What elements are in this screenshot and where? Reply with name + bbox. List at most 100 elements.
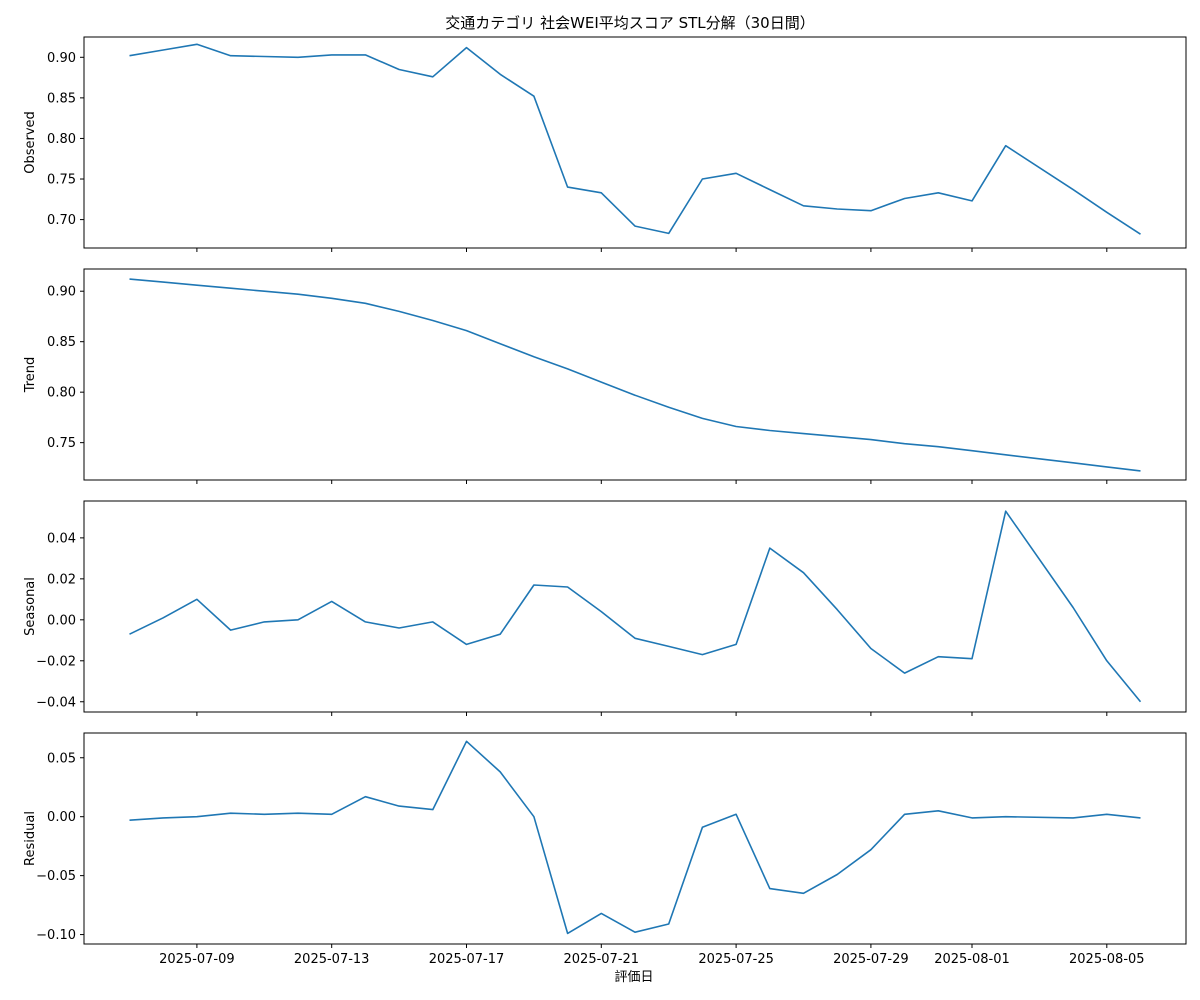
trend-point (128, 278, 131, 281)
x-tick-label: 2025-07-21 (564, 952, 640, 967)
trend-point (971, 449, 974, 452)
x-tick-label: 2025-07-29 (833, 952, 909, 967)
trend-point (465, 329, 468, 332)
seasonal-point (1105, 659, 1108, 662)
trend-point (1072, 461, 1075, 464)
seasonal-point (634, 637, 637, 640)
observed-point (600, 191, 603, 194)
seasonal-point (735, 643, 738, 646)
observed-point (836, 208, 839, 211)
residual-plot-frame (83, 732, 1187, 945)
seasonal-point (533, 584, 536, 587)
observed-point (937, 191, 940, 194)
trend-point (634, 394, 637, 397)
observed-point (499, 73, 502, 76)
trend-point (667, 406, 670, 409)
seasonal-point (937, 655, 940, 658)
residual-y-tick-label: 0.05 (47, 751, 76, 766)
seasonal-panel: −0.04 −0.02 0.00 0.02 0.04 Seasonal (23, 500, 1187, 716)
trend-point (297, 293, 300, 296)
seasonal-point (229, 629, 232, 632)
residual-panel: −0.10 −0.05 0.00 0.05 Residual 2025-07-09 2025… (23, 732, 1187, 967)
seasonal-point (870, 647, 873, 650)
seasonal-point (903, 672, 906, 675)
observed-point (128, 54, 131, 57)
seasonal-point (971, 657, 974, 660)
trend-y-tick-label: 0.80 (47, 386, 76, 401)
observed-point (802, 204, 805, 207)
seasonal-point (162, 616, 165, 619)
trend-point (263, 290, 266, 293)
observed-point (229, 54, 232, 57)
residual-point (1139, 817, 1142, 820)
residual-point (768, 887, 771, 890)
residual-point (667, 923, 670, 926)
trend-series-line (129, 278, 1141, 472)
observed-panel: 0.70 0.75 0.80 0.85 0.90 Observed (23, 36, 1187, 252)
residual-point (398, 805, 401, 808)
residual-point (431, 808, 434, 811)
observed-point (768, 188, 771, 191)
seasonal-y-tick-label: 0.02 (47, 572, 76, 587)
trend-point (600, 381, 603, 384)
trend-point (1139, 470, 1142, 473)
seasonal-point (1139, 700, 1142, 703)
residual-y-tick-label: −0.05 (36, 869, 76, 884)
trend-point (1004, 453, 1007, 456)
seasonal-point (1004, 510, 1007, 513)
seasonal-point (297, 618, 300, 621)
observed-point (1139, 233, 1142, 236)
seasonal-point (1072, 606, 1075, 609)
observed-point (297, 56, 300, 59)
residual-point (499, 771, 502, 774)
observed-point (634, 225, 637, 228)
residual-point (1072, 817, 1075, 820)
x-tick-label: 2025-07-13 (294, 952, 370, 967)
residual-point (836, 873, 839, 876)
x-tick-label: 2025-08-05 (1069, 952, 1145, 967)
observed-y-tick-label: 0.90 (47, 51, 76, 66)
residual-y-tick-label: −0.10 (36, 928, 76, 943)
chart-title: 交通カテゴリ 社会WEI平均スコア STL分解（30日間） (445, 14, 814, 32)
observed-y-tick-label: 0.75 (47, 173, 76, 188)
residual-point (196, 815, 199, 818)
seasonal-y-tick-label: 0.00 (47, 613, 76, 628)
x-axis-label: 評価日 (614, 970, 653, 985)
observed-point (1004, 144, 1007, 147)
seasonal-point (263, 621, 266, 624)
trend-plot-frame (83, 268, 1187, 481)
x-tick-label: 2025-07-25 (698, 952, 774, 967)
observed-point (903, 197, 906, 200)
residual-point (870, 848, 873, 851)
residual-point (1004, 815, 1007, 818)
seasonal-point (701, 653, 704, 656)
trend-point (196, 284, 199, 287)
trend-point (499, 342, 502, 345)
observed-y-axis-label: Observed (23, 111, 38, 174)
observed-point (1072, 188, 1075, 191)
x-tick-label: 2025-07-09 (159, 952, 235, 967)
residual-point (937, 809, 940, 812)
residual-point (533, 815, 536, 818)
seasonal-point (128, 633, 131, 636)
residual-point (364, 795, 367, 798)
seasonal-y-tick-label: −0.04 (36, 695, 76, 710)
seasonal-point (465, 643, 468, 646)
observed-y-tick-label: 0.85 (47, 91, 76, 106)
trend-point (533, 355, 536, 358)
residual-point (297, 812, 300, 815)
observed-point (398, 68, 401, 71)
trend-point (937, 445, 940, 448)
trend-point (398, 310, 401, 313)
observed-point (364, 54, 367, 57)
trend-y-tick-label: 0.75 (47, 436, 76, 451)
observed-point (263, 55, 266, 58)
seasonal-plot-frame (83, 500, 1187, 713)
observed-point (162, 49, 165, 52)
observed-y-tick-label: 0.80 (47, 132, 76, 147)
residual-point (128, 819, 131, 822)
observed-point (431, 75, 434, 78)
observed-point (465, 46, 468, 49)
x-tick-label: 2025-07-17 (429, 952, 505, 967)
